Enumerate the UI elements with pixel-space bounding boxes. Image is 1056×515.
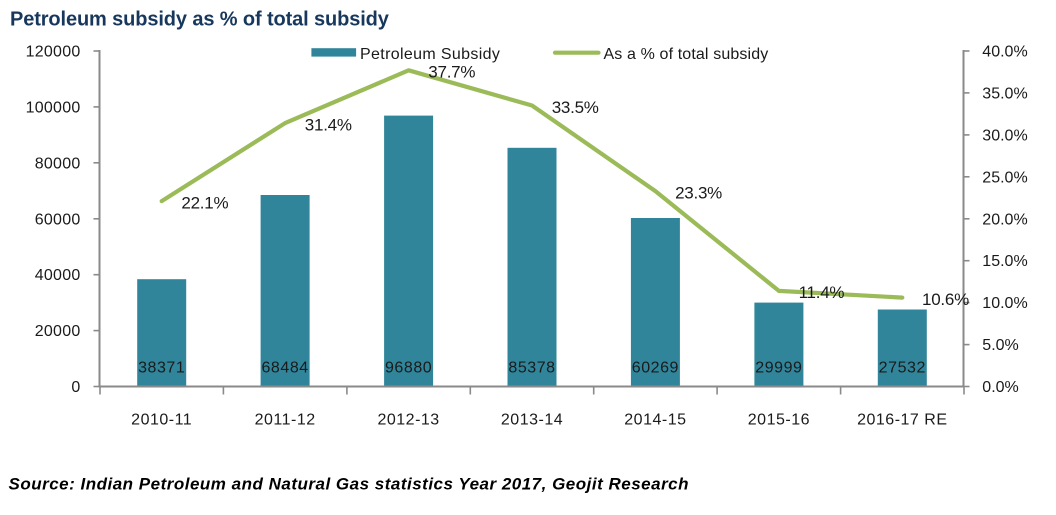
svg-text:2014-15: 2014-15 — [624, 412, 686, 429]
svg-text:31.4%: 31.4% — [305, 115, 352, 134]
svg-text:10.6%: 10.6% — [922, 290, 969, 309]
svg-text:0: 0 — [71, 379, 80, 396]
svg-text:As a % of total subsidy: As a % of total subsidy — [604, 46, 769, 63]
svg-text:40000: 40000 — [35, 267, 81, 284]
svg-text:33.5%: 33.5% — [552, 98, 599, 117]
svg-text:68484: 68484 — [261, 360, 308, 377]
svg-text:23.3%: 23.3% — [675, 183, 722, 202]
svg-text:5.0%: 5.0% — [982, 337, 1018, 354]
svg-text:85378: 85378 — [508, 360, 555, 377]
svg-text:22.1%: 22.1% — [181, 193, 228, 212]
svg-text:60000: 60000 — [35, 211, 81, 228]
svg-text:120000: 120000 — [26, 44, 81, 61]
svg-text:20.0%: 20.0% — [982, 211, 1027, 228]
svg-text:100000: 100000 — [26, 99, 81, 116]
svg-text:38371: 38371 — [138, 360, 185, 377]
svg-text:30.0%: 30.0% — [982, 127, 1027, 144]
svg-text:29999: 29999 — [755, 360, 802, 377]
svg-text:10.0%: 10.0% — [982, 295, 1027, 312]
svg-text:60269: 60269 — [632, 360, 679, 377]
svg-text:2016-17 RE: 2016-17 RE — [857, 412, 947, 429]
svg-text:0.0%: 0.0% — [982, 379, 1018, 396]
svg-text:Petroleum subsidy as % of tota: Petroleum subsidy as % of total subsidy — [10, 9, 390, 31]
svg-text:20000: 20000 — [35, 323, 81, 340]
svg-text:2012-13: 2012-13 — [377, 412, 439, 429]
svg-text:2015-16: 2015-16 — [748, 412, 810, 429]
svg-text:27532: 27532 — [879, 360, 926, 377]
svg-text:2011-12: 2011-12 — [255, 412, 316, 429]
svg-text:35.0%: 35.0% — [982, 85, 1027, 102]
svg-text:11.4%: 11.4% — [799, 283, 845, 302]
svg-text:25.0%: 25.0% — [982, 169, 1027, 186]
svg-text:2013-14: 2013-14 — [501, 412, 563, 429]
svg-text:40.0%: 40.0% — [982, 44, 1027, 61]
svg-text:15.0%: 15.0% — [982, 253, 1027, 270]
svg-text:37.7%: 37.7% — [428, 63, 475, 82]
svg-text:80000: 80000 — [35, 155, 81, 172]
svg-text:96880: 96880 — [385, 360, 432, 377]
svg-text:Source: Indian Petroleum and N: Source: Indian Petroleum and Natural Gas… — [9, 475, 690, 494]
svg-text:2010-11: 2010-11 — [131, 412, 192, 429]
svg-text:Petroleum Subsidy: Petroleum Subsidy — [360, 46, 500, 63]
